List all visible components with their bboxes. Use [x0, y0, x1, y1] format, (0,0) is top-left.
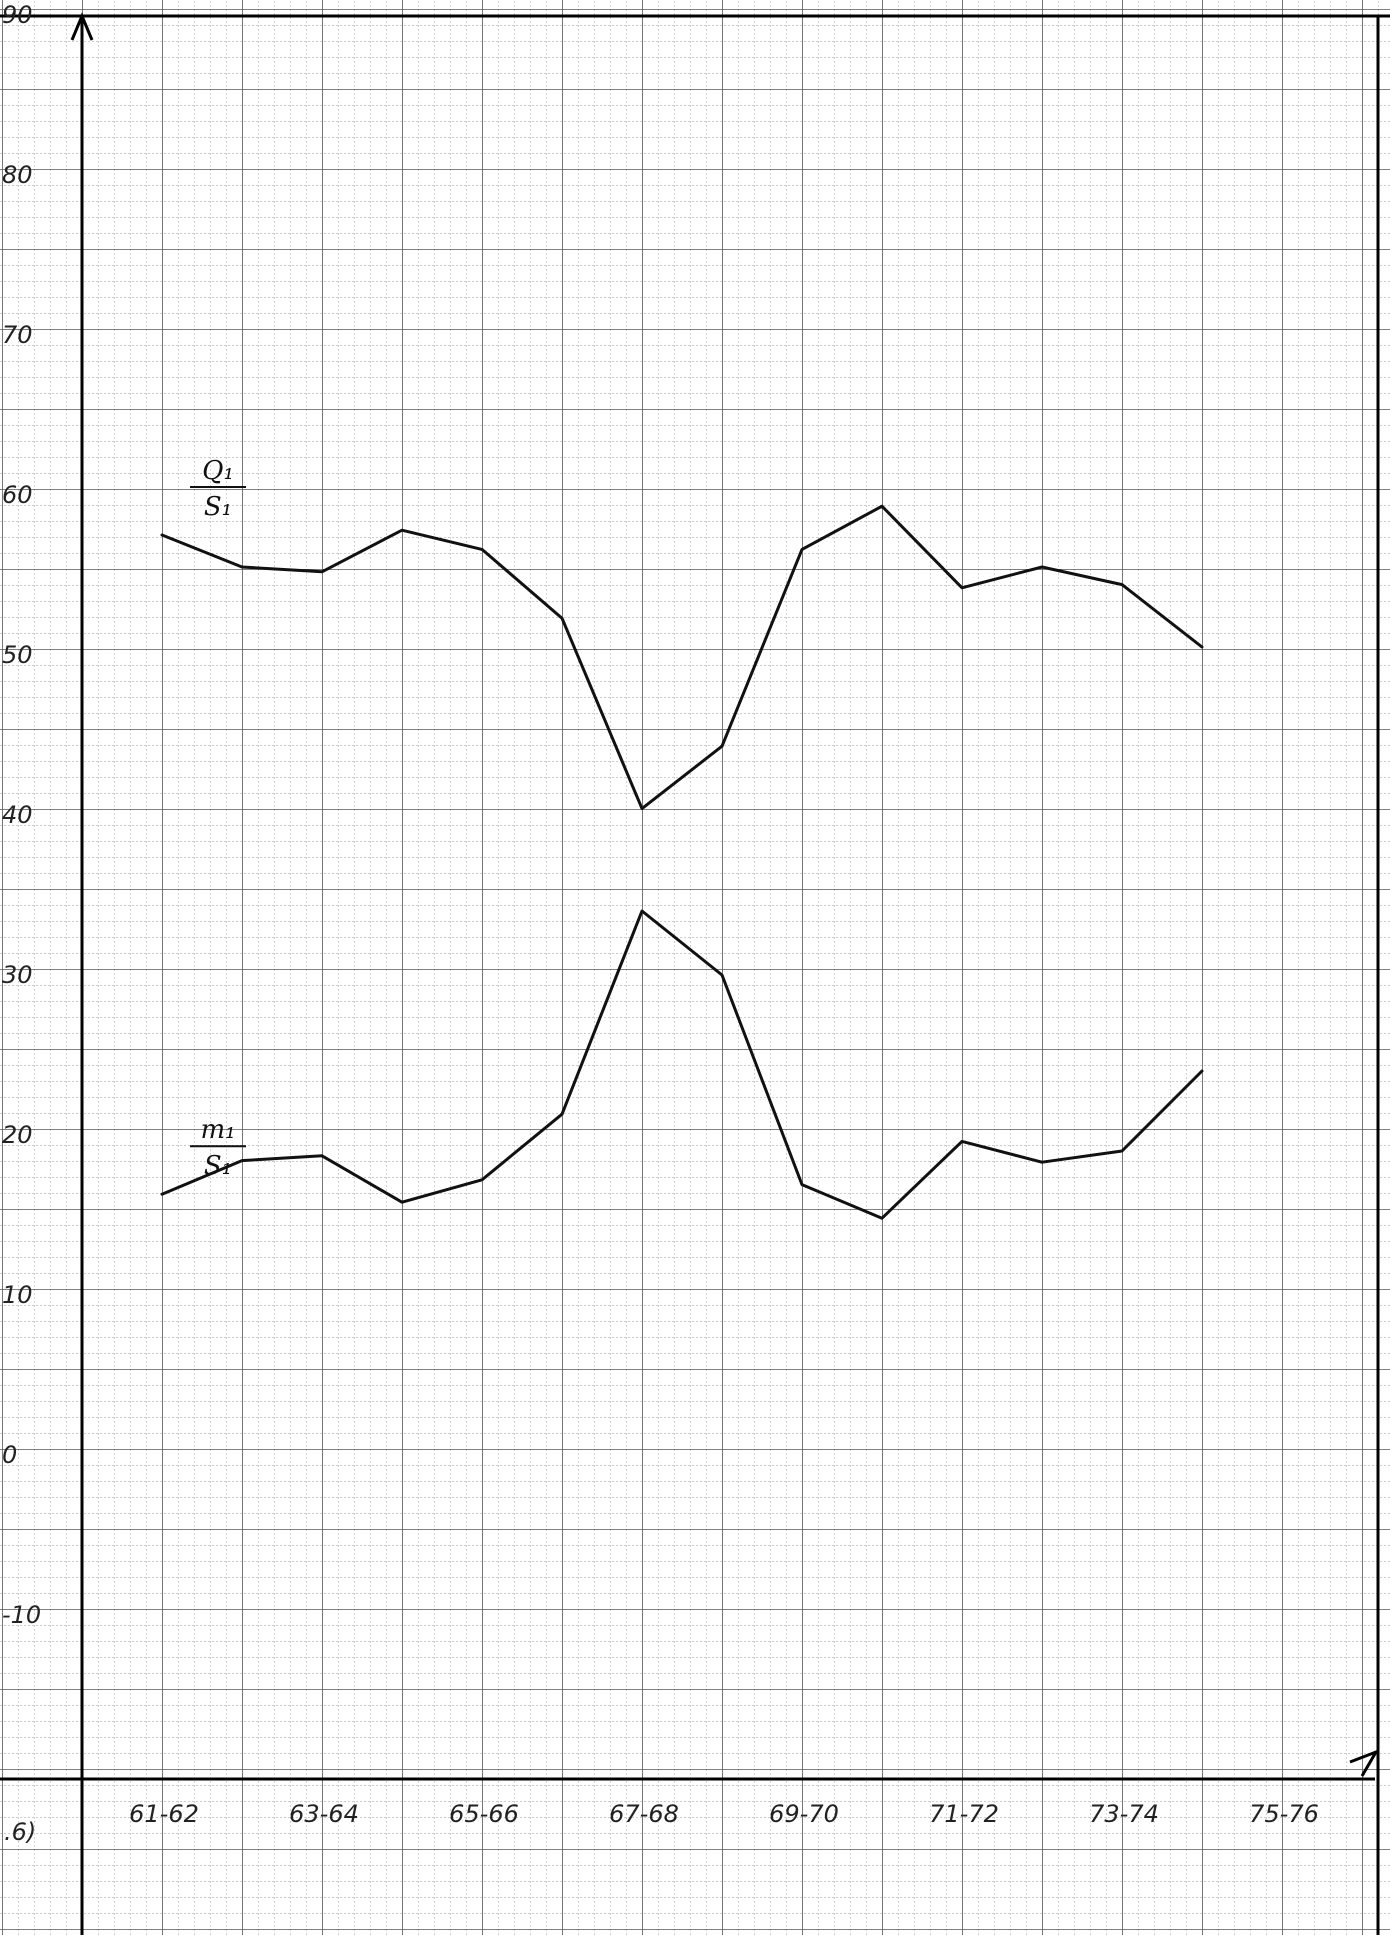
- y-tick-label: 50: [2, 641, 33, 669]
- x-tick-label: 73-74: [1089, 1800, 1159, 1828]
- y-tick-label: 90: [2, 1, 33, 29]
- x-tick-label: 61-62: [129, 1800, 199, 1828]
- y-axis-arrow-icon: [70, 12, 94, 41]
- series-label-numerator: m₁: [200, 1115, 235, 1145]
- y-tick-label: 10: [2, 1281, 33, 1309]
- series-line-1: [160, 504, 1204, 811]
- y-tick-label: 20: [2, 1121, 33, 1149]
- y-tick-label: 30: [2, 961, 33, 989]
- x-tick-label: 75-76: [1249, 1800, 1319, 1828]
- x-tick-label: 71-72: [929, 1800, 999, 1828]
- series-label-denominator: S₁: [204, 492, 232, 522]
- x-axis-corner-label: .6): [4, 1818, 36, 1846]
- series-label-numerator: Q₁: [202, 456, 234, 486]
- x-tick-label: 67-68: [609, 1800, 679, 1828]
- y-tick-label: 70: [2, 321, 33, 349]
- x-tick-label: 63-64: [289, 1800, 359, 1828]
- y-tick-label: 80: [2, 161, 33, 189]
- y-tick-label: 0: [2, 1441, 17, 1469]
- series-label-denominator: S₁: [204, 1151, 232, 1181]
- x-tick-label: 65-66: [449, 1800, 519, 1828]
- series-line-2: [160, 909, 1204, 1220]
- x-axis-arrow-icon: [1349, 1749, 1380, 1777]
- y-tick-label: -10: [2, 1601, 41, 1629]
- y-tick-label: 40: [2, 801, 33, 829]
- x-tick-label: 69-70: [769, 1800, 839, 1828]
- y-tick-label: 60: [2, 481, 33, 509]
